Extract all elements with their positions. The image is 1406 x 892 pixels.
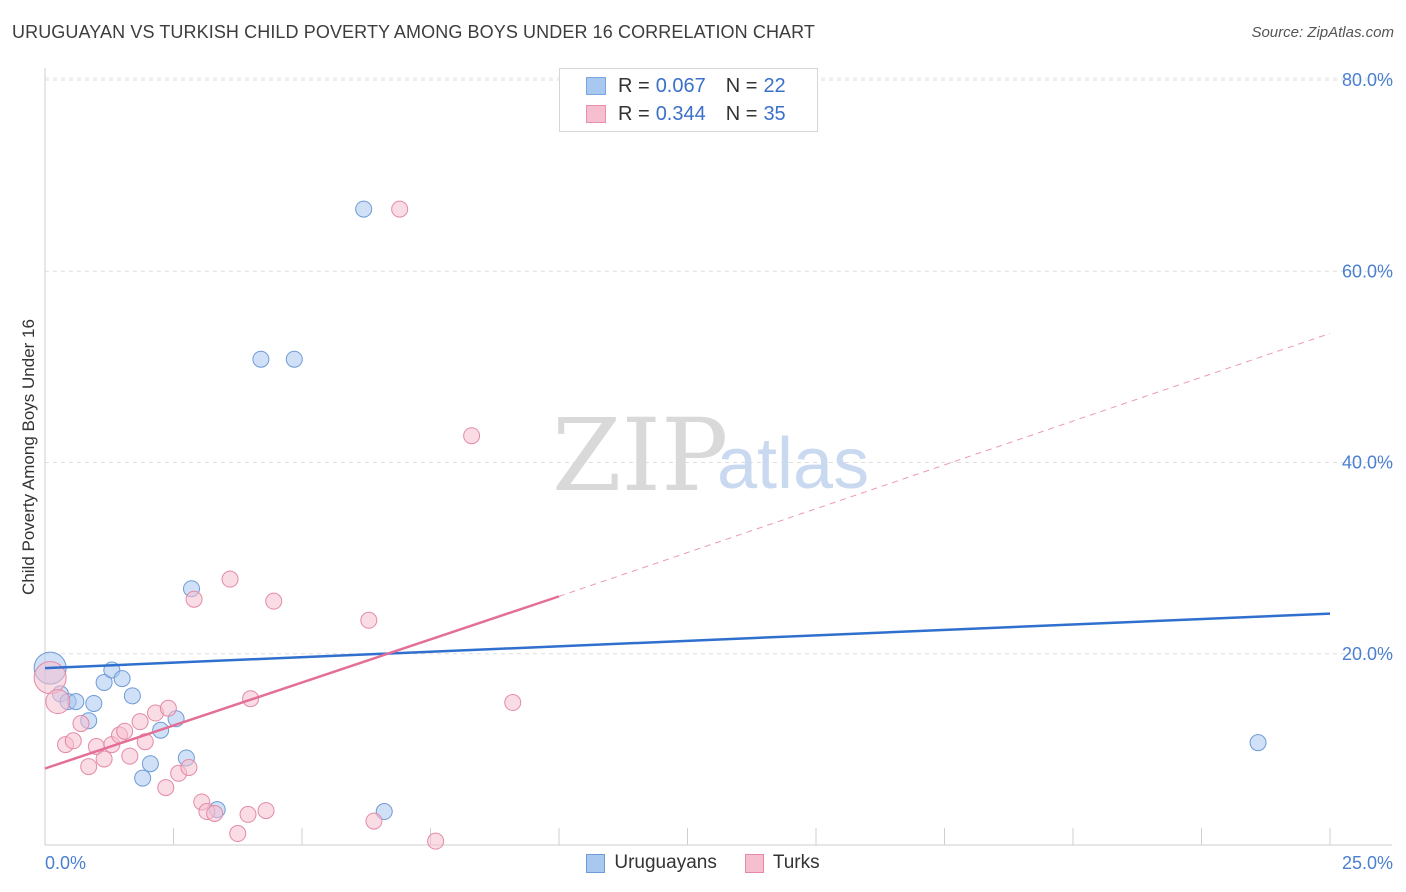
- point-uruguayans: [252, 350, 270, 368]
- point-turks: [95, 750, 113, 768]
- series-legend-uruguayans[interactable]: Uruguayans: [586, 852, 717, 874]
- point-turks: [180, 759, 198, 777]
- y-tick-label: 40.0%: [1342, 453, 1393, 473]
- point-uruguayans: [85, 694, 103, 712]
- grid-lines: [45, 77, 1392, 655]
- y-axis-label: Child Poverty Among Boys Under 16: [19, 319, 38, 595]
- point-turks: [80, 758, 98, 776]
- y-axis-tick-labels: 20.0% 40.0% 60.0% 80.0%: [1342, 70, 1393, 664]
- y-tick-label: 20.0%: [1342, 644, 1393, 664]
- legend-r-label: R =: [618, 102, 650, 125]
- series-label-uruguayans: Uruguayans: [614, 852, 717, 873]
- point-uruguayans: [95, 673, 113, 691]
- correlation-legend: R = 0.067 N = 22 R = 0.344 N = 35: [559, 68, 818, 132]
- series-label-turks: Turks: [772, 852, 820, 873]
- point-turks: [504, 694, 522, 712]
- point-turks: [265, 592, 283, 610]
- point-turks: [229, 825, 247, 843]
- x-tick-label-max: 25.0%: [1342, 853, 1393, 873]
- point-turks: [64, 732, 82, 750]
- point-turks: [121, 747, 139, 765]
- point-turks: [185, 590, 203, 608]
- point-turks: [116, 722, 134, 740]
- legend-row-uruguayans: R = 0.067 N = 22: [586, 73, 786, 99]
- legend-n-label: N =: [725, 102, 758, 125]
- point-turks: [360, 611, 378, 629]
- point-turks: [206, 804, 224, 822]
- point-turks: [221, 570, 239, 588]
- chart-title: URUGUAYAN VS TURKISH CHILD POVERTY AMONG…: [12, 22, 816, 42]
- point-uruguayans: [355, 200, 373, 218]
- x-axis-ticks: [173, 828, 1331, 845]
- point-turks: [463, 427, 481, 445]
- point-uruguayans: [113, 670, 131, 688]
- watermark: ZIP atlas: [552, 397, 869, 514]
- data-points: [33, 200, 1267, 850]
- point-turks: [45, 689, 71, 715]
- point-turks: [365, 812, 383, 830]
- legend-swatch-uruguayans: [586, 77, 606, 95]
- legend-r-value: 0.344: [655, 102, 706, 125]
- point-uruguayans: [285, 350, 303, 368]
- point-turks: [159, 699, 177, 717]
- point-turks: [72, 715, 90, 733]
- trend-extension-turks: [558, 332, 1331, 597]
- legend-r-label: R =: [618, 74, 650, 97]
- y-tick-label: 60.0%: [1342, 261, 1393, 281]
- point-turks: [131, 713, 149, 731]
- legend-r-value: 0.067: [655, 74, 706, 97]
- point-turks: [427, 832, 445, 850]
- trend-lines: [44, 332, 1331, 770]
- legend-swatch-turks: [586, 105, 606, 123]
- point-turks: [157, 779, 175, 797]
- legend-n-value: 35: [763, 102, 786, 125]
- series-legend: Uruguayans Turks: [0, 852, 1406, 874]
- point-uruguayans: [134, 769, 152, 787]
- point-turks: [391, 200, 409, 218]
- point-uruguayans: [1249, 734, 1267, 752]
- point-uruguayans: [123, 687, 141, 705]
- series-swatch-turks: [744, 853, 764, 873]
- point-uruguayans: [141, 755, 159, 773]
- x-tick-label-min: 0.0%: [45, 853, 86, 873]
- trend-line-uruguayans: [44, 612, 1331, 670]
- series-swatch-uruguayans: [586, 853, 606, 873]
- series-legend-turks[interactable]: Turks: [744, 852, 820, 874]
- point-turks: [257, 802, 275, 820]
- source-label: Source: ZipAtlas.com: [1251, 24, 1394, 41]
- y-tick-label: 80.0%: [1342, 70, 1393, 90]
- trend-line-turks: [44, 595, 560, 770]
- watermark-atlas: atlas: [717, 424, 869, 504]
- point-turks: [239, 805, 257, 823]
- legend-row-turks: R = 0.344 N = 35: [586, 101, 786, 127]
- watermark-zip: ZIP: [552, 397, 728, 514]
- legend-n-label: N =: [725, 74, 758, 97]
- legend-n-value: 22: [763, 74, 786, 97]
